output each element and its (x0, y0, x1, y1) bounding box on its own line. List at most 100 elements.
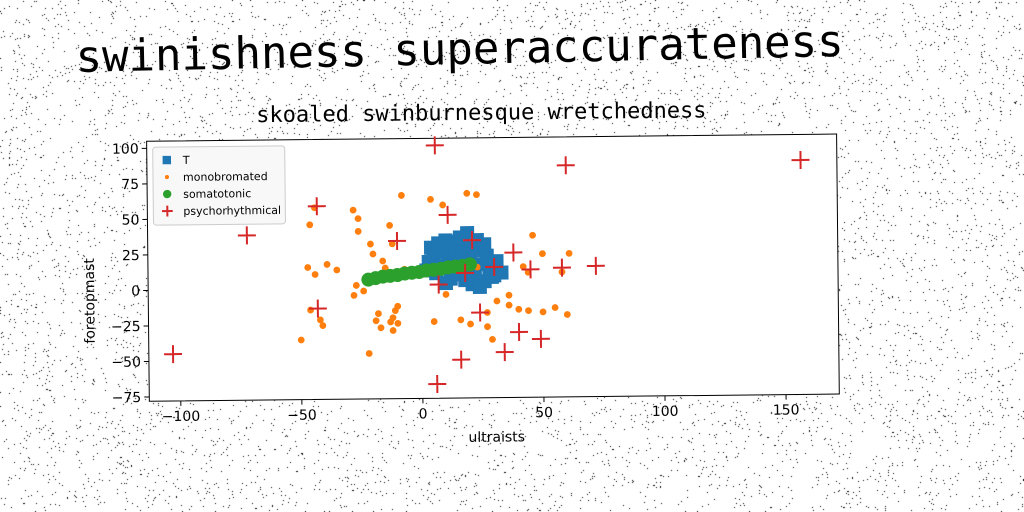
data-point (485, 257, 504, 276)
legend-marker (162, 155, 172, 165)
data-point (350, 291, 358, 299)
series-3 (164, 136, 810, 394)
data-point (489, 336, 496, 343)
y-tick-label: 0 (131, 284, 140, 300)
data-point (308, 299, 327, 318)
data-point (354, 215, 362, 223)
data-point (471, 303, 490, 322)
series-2 (361, 257, 477, 287)
y-tick-label: 100 (112, 141, 139, 157)
data-point (311, 271, 319, 278)
data-point (388, 240, 396, 248)
data-point (551, 304, 559, 311)
data-point (539, 308, 547, 316)
data-point (369, 250, 377, 258)
legend-entry: somatotonic (183, 187, 251, 201)
data-point (398, 192, 405, 199)
data-point (531, 329, 550, 348)
data-point (379, 257, 387, 265)
data-point (463, 189, 471, 197)
data-point (377, 324, 385, 332)
data-point (484, 323, 491, 331)
data-point (493, 297, 501, 305)
data-point (319, 322, 327, 329)
data-point (438, 205, 457, 224)
data-point (316, 316, 324, 324)
scatter-chart: skoaled swinburnesque wretchedness −100 −… (82, 98, 840, 446)
x-tick-label: −100 (162, 409, 201, 425)
data-point (472, 279, 487, 295)
data-point (297, 336, 305, 344)
data-point (323, 261, 331, 268)
data-point (425, 136, 444, 155)
data-point (556, 156, 575, 175)
data-point (505, 291, 513, 299)
y-axis-label: foretopmast (82, 258, 99, 344)
data-point (515, 305, 523, 313)
data-point (386, 222, 394, 229)
legend-marker (161, 205, 173, 217)
x-tick-label: 50 (535, 405, 553, 421)
data-point (428, 375, 447, 394)
data-point (367, 240, 374, 248)
legend-marker (162, 189, 172, 199)
data-point (306, 221, 314, 229)
data-point (354, 228, 362, 235)
data-point (552, 258, 571, 277)
chart-container: skoaled swinburnesque wretchedness −100 −… (58, 88, 862, 456)
data-point (525, 307, 532, 315)
y-tick-label: −75 (112, 390, 142, 406)
x-axis: −100 −50 0 50 100 150 (162, 394, 800, 425)
data-point (365, 350, 373, 357)
legend-box (152, 145, 286, 226)
y-axis: −75 −50 −25 0 25 50 75 100 (111, 141, 150, 406)
data-point (489, 254, 504, 269)
data-point (387, 318, 395, 326)
data-point (457, 316, 465, 324)
data-point (394, 319, 402, 327)
data-point (375, 310, 382, 318)
legend-entry: T (182, 154, 190, 167)
x-axis-label: ultraists (468, 429, 525, 446)
data-point (429, 275, 448, 294)
data-point (237, 226, 256, 245)
data-point (505, 301, 513, 309)
data-point (463, 231, 482, 250)
y-tick-label: −50 (111, 355, 141, 371)
data-point (504, 243, 523, 262)
data-point (510, 323, 529, 342)
data-point (563, 311, 571, 318)
plot-area (146, 133, 840, 402)
data-point (565, 249, 573, 257)
x-tick-label: 150 (773, 402, 800, 418)
data-point (391, 307, 399, 314)
legend-entry: psychorhythmical (183, 204, 281, 218)
data-point (456, 263, 475, 282)
data-point (539, 250, 546, 258)
data-point (427, 195, 434, 203)
y-tick-label: 75 (121, 177, 139, 193)
y-tick-label: 50 (122, 212, 140, 228)
data-point (473, 191, 480, 199)
y-tick-label: 25 (122, 248, 140, 264)
data-point (360, 287, 368, 295)
x-tick-label: 0 (419, 406, 428, 422)
data-point (460, 226, 475, 241)
data-point (442, 291, 450, 298)
data-point (304, 264, 312, 271)
data-point (521, 260, 540, 279)
data-point (519, 263, 527, 271)
data-point (307, 197, 326, 216)
legend-entry: monobromated (183, 170, 268, 184)
data-point (372, 317, 380, 325)
data-point (349, 206, 357, 214)
legend-marker (164, 175, 170, 180)
data-point (164, 345, 183, 364)
data-point (439, 201, 447, 209)
data-point (462, 257, 477, 272)
data-point (389, 327, 397, 334)
data-point (495, 343, 514, 362)
data-point (452, 350, 471, 369)
chart-title: skoaled swinburnesque wretchedness (256, 98, 707, 128)
data-point (586, 256, 605, 275)
